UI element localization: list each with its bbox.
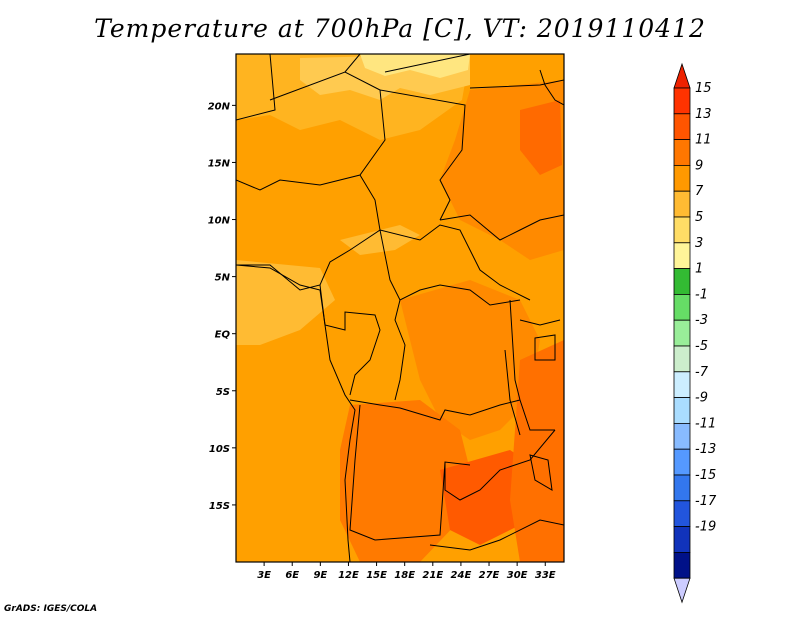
lat-tick-label: EQ [215, 330, 231, 341]
colorbar-label: -7 [695, 365, 709, 380]
border-line [349, 399, 521, 421]
border-line [394, 299, 406, 401]
colorbar-label: -3 [695, 313, 708, 328]
colorbar-label: -11 [695, 416, 716, 431]
colorbar-swatch [673, 526, 691, 553]
colorbar-label: -5 [695, 339, 708, 354]
colorbar-label: 9 [695, 158, 703, 173]
colorbar-label: -19 [695, 520, 716, 535]
colorbar-swatch [673, 139, 691, 166]
lat-tick-label: 15S [209, 501, 230, 512]
border-line [439, 214, 564, 241]
colorbar-swatch [673, 448, 691, 476]
colorbar-swatch [673, 345, 691, 373]
colorbar-swatch [673, 552, 691, 579]
lake-malawi [529, 454, 553, 491]
colorbar-label: 13 [695, 107, 712, 122]
field-gulf-7c [236, 260, 335, 345]
map-title: Temperature at 700hPa [C], VT: 201911041… [94, 14, 706, 43]
colorbar-label: 7 [695, 184, 704, 199]
border-line [429, 519, 564, 551]
lat-tick-label: 10S [209, 444, 230, 455]
lon-tick-label: 24E [451, 570, 472, 581]
colorbar-label: -9 [695, 391, 708, 406]
colorbar-label: 1 [695, 262, 703, 277]
map-frame [235, 53, 565, 563]
colorbar-swatch [673, 474, 691, 502]
border-line [236, 54, 276, 121]
lon-tick-label: 27E [479, 570, 500, 581]
lat-tick-label: 20N [208, 101, 231, 112]
field-central-7c [340, 225, 420, 255]
lon-tick-label: 21E [422, 570, 443, 581]
colorbar-bottom-arrow [673, 577, 691, 604]
lon-tick-label: 6E [285, 570, 299, 581]
temperature-field [236, 54, 564, 562]
lon-tick-label: 30E [507, 570, 528, 581]
border-line [384, 54, 471, 73]
colorbar-swatch [673, 268, 691, 295]
lat-tick-label: 10N [208, 216, 231, 227]
colorbar-swatch [673, 397, 691, 424]
coastline-west [236, 264, 356, 562]
lat-tick-label: 5N [215, 273, 231, 284]
lon-tick-label: 15E [366, 570, 387, 581]
colorbar-label: 11 [695, 133, 712, 148]
field-basin-11c [400, 280, 540, 440]
colorbar-swatch [673, 216, 691, 244]
colorbar-label: 15 [695, 81, 712, 96]
colorbar-swatch [673, 371, 691, 398]
colorbar-swatch [673, 113, 691, 141]
colorbar-swatch [673, 422, 691, 450]
colorbar-label: -1 [695, 287, 708, 302]
lon-tick-label: 3E [257, 570, 271, 581]
lon-tick-label: 12E [338, 570, 359, 581]
colorbar: 15 13 11 9 7 5 3 1 -1 -3 -5 -7 -9 -11 -13 -15 -17 -19 [673, 62, 717, 604]
border-line [379, 89, 466, 221]
lon-tick-label: 33E [535, 570, 556, 581]
colorbar-top-arrow [673, 62, 691, 89]
lake-tanganyika [504, 349, 521, 436]
longitude-axis: 3E 6E 9E 12E 15E 18E 21E 24E 27E 30E 33E [257, 562, 556, 581]
colorbar-label: 5 [695, 210, 703, 225]
colorbar-swatch [673, 87, 691, 115]
lake-victoria [534, 334, 556, 361]
colorbar-label: -15 [695, 468, 716, 483]
border-line [444, 429, 556, 501]
colorbar-swatch [673, 164, 691, 192]
country-borders [236, 54, 564, 562]
coastline-redsea [539, 69, 564, 106]
colorbar-label: -13 [695, 442, 716, 457]
field-east-13c [520, 100, 562, 175]
border-line [379, 229, 521, 306]
lat-tick-label: 15N [208, 158, 231, 169]
colorbar-swatch [673, 500, 691, 527]
lon-tick-label: 9E [313, 570, 327, 581]
border-line [319, 284, 381, 396]
lon-tick-label: 18E [394, 570, 415, 581]
colorbar-label: -17 [695, 494, 717, 509]
latitude-axis: 20N 15N 10N 5N EQ 5S 10S 15S [208, 101, 236, 512]
colorbar-swatch [673, 242, 691, 270]
border-line [519, 319, 561, 326]
grads-credit: GrADS: IGES/COLA [4, 604, 98, 614]
colorbar-label: 3 [695, 236, 703, 251]
border-line [344, 54, 361, 73]
field-angola-12c [340, 400, 470, 562]
colorbar-swatch [673, 190, 691, 218]
border-line [469, 79, 564, 89]
border-line [509, 299, 555, 431]
border-line [379, 224, 531, 301]
colorbar-swatch [673, 293, 691, 321]
lat-tick-label: 5S [216, 387, 230, 398]
colorbar-swatch [673, 319, 691, 347]
